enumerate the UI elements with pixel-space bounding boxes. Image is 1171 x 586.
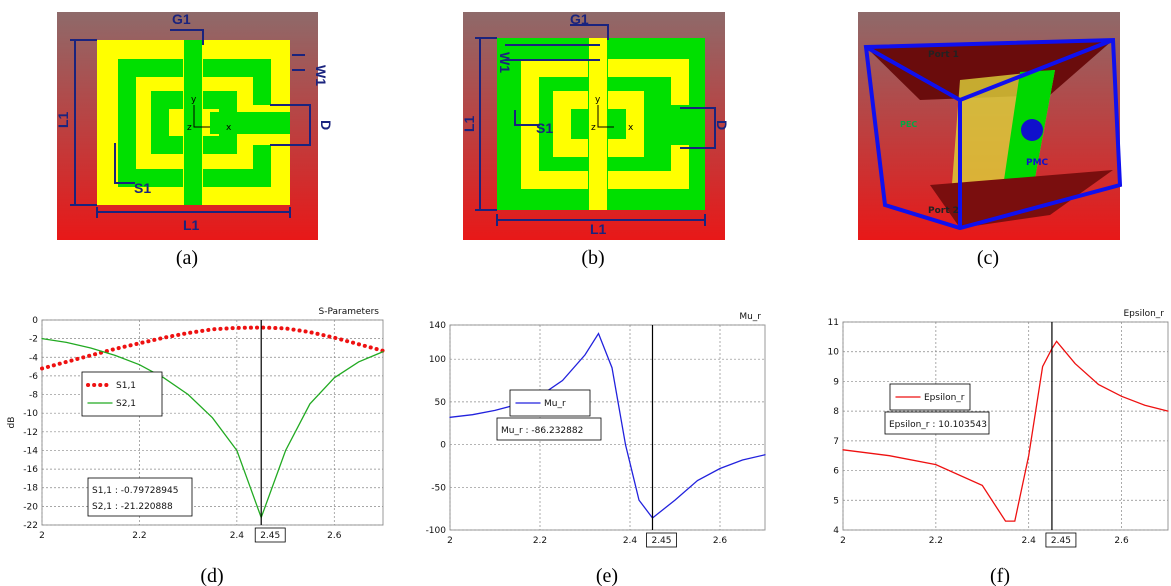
label: PEC bbox=[900, 120, 917, 129]
x-tick-label: 2.4 bbox=[230, 531, 245, 541]
legend-label: Epsilon_r bbox=[924, 393, 965, 403]
y-tick-label: 50 bbox=[435, 398, 447, 408]
caption: (d) bbox=[200, 565, 223, 586]
y-tick-label: 140 bbox=[429, 321, 446, 331]
caption: (b) bbox=[581, 247, 604, 269]
legend-label: S2,1 bbox=[116, 399, 136, 409]
x-tick-label: 2.6 bbox=[1114, 536, 1129, 546]
label: Port 1 bbox=[928, 50, 959, 60]
y-tick-label: -16 bbox=[23, 465, 38, 475]
marker-label: 2.45 bbox=[260, 531, 280, 541]
panel-b: G1 W1 L1 D L1 S1 y z x (b) bbox=[461, 11, 730, 269]
x-tick-label: 2.2 bbox=[533, 536, 547, 546]
y-tick-label: -2 bbox=[29, 335, 38, 345]
label: L1 bbox=[590, 221, 607, 237]
x-tick-label: 2 bbox=[840, 536, 846, 546]
panel-a: G1 W1 L1 D L1 S1 y z x (a) bbox=[55, 11, 334, 269]
annotation: S1,1 : -0.79728945 bbox=[92, 486, 178, 496]
axis-label: z bbox=[591, 123, 596, 133]
y-axis-label: dB bbox=[7, 417, 17, 429]
legend-box bbox=[82, 372, 162, 416]
label: L1 bbox=[55, 111, 71, 128]
y-tick-label: -6 bbox=[29, 372, 38, 382]
y-tick-label: -18 bbox=[23, 484, 38, 494]
y-tick-label: -12 bbox=[23, 428, 38, 438]
label: D bbox=[714, 120, 730, 130]
chart-title: Mu_r bbox=[739, 312, 761, 322]
x-tick-label: 2.6 bbox=[327, 531, 342, 541]
label: Port 2 bbox=[928, 206, 959, 216]
panel-c: Port 1 PEC PMC Port 2 (c) bbox=[858, 12, 1120, 269]
y-tick-label: 6 bbox=[833, 467, 839, 477]
y-tick-label: 4 bbox=[833, 526, 839, 536]
marker-label: 2.45 bbox=[1051, 536, 1071, 546]
strip bbox=[210, 112, 290, 134]
legend-label: Mu_r bbox=[544, 399, 566, 409]
annotation: Epsilon_r : 10.103543 bbox=[889, 420, 987, 430]
caption: (e) bbox=[596, 565, 618, 586]
caption: (f) bbox=[990, 565, 1010, 586]
axis-label: y bbox=[191, 95, 197, 105]
x-tick-label: 2.2 bbox=[929, 536, 943, 546]
annotation: Mu_r : -86.232882 bbox=[501, 426, 583, 436]
chart-title: S-Parameters bbox=[319, 307, 380, 317]
label: L1 bbox=[183, 217, 200, 233]
y-tick-label: -14 bbox=[23, 446, 38, 456]
y-tick-label: 0 bbox=[32, 316, 38, 326]
y-tick-label: 7 bbox=[833, 437, 839, 447]
label: G1 bbox=[570, 11, 589, 27]
caption: (a) bbox=[176, 247, 198, 269]
chart-title: Epsilon_r bbox=[1124, 309, 1165, 319]
axis-label: x bbox=[226, 123, 232, 133]
figure: G1 W1 L1 D L1 S1 y z x (a) G1 W1 L1 D L1… bbox=[0, 0, 1171, 586]
y-tick-label: -50 bbox=[431, 483, 446, 493]
y-tick-label: -8 bbox=[29, 391, 38, 401]
y-tick-label: 11 bbox=[828, 318, 839, 328]
label: G1 bbox=[172, 11, 191, 27]
y-tick-label: -4 bbox=[29, 353, 38, 363]
y-tick-label: 10 bbox=[828, 348, 840, 358]
y-tick-label: 5 bbox=[833, 496, 839, 506]
x-tick-label: 2 bbox=[39, 531, 45, 541]
label: L1 bbox=[461, 115, 477, 132]
x-tick-label: 2.4 bbox=[1022, 536, 1037, 546]
label: PMC bbox=[1026, 158, 1049, 168]
label: D bbox=[318, 120, 334, 130]
annotation: S2,1 : -21.220888 bbox=[92, 502, 173, 512]
y-tick-label: 100 bbox=[429, 355, 446, 365]
axis-label: z bbox=[187, 123, 192, 133]
y-tick-label: -100 bbox=[426, 526, 447, 536]
y-tick-label: -10 bbox=[23, 409, 38, 419]
y-tick-label: 0 bbox=[440, 441, 446, 451]
y-tick-label: -22 bbox=[23, 521, 38, 531]
label: S1 bbox=[536, 120, 553, 136]
x-tick-label: 2 bbox=[447, 536, 453, 546]
x-tick-label: 2.4 bbox=[623, 536, 638, 546]
x-tick-label: 2.2 bbox=[132, 531, 146, 541]
y-tick-label: 9 bbox=[833, 377, 839, 387]
label: W1 bbox=[497, 52, 513, 73]
x-tick-label: 2.6 bbox=[713, 536, 728, 546]
label: W1 bbox=[313, 65, 329, 86]
axis-label: x bbox=[628, 123, 634, 133]
y-tick-label: 8 bbox=[833, 407, 839, 417]
label: S1 bbox=[134, 180, 151, 196]
y-tick-label: -20 bbox=[23, 502, 38, 512]
axis-label: y bbox=[595, 95, 601, 105]
caption: (c) bbox=[977, 247, 999, 269]
legend-label: S1,1 bbox=[116, 381, 136, 391]
pmc-marker bbox=[1021, 119, 1043, 141]
marker-label: 2.45 bbox=[651, 536, 671, 546]
